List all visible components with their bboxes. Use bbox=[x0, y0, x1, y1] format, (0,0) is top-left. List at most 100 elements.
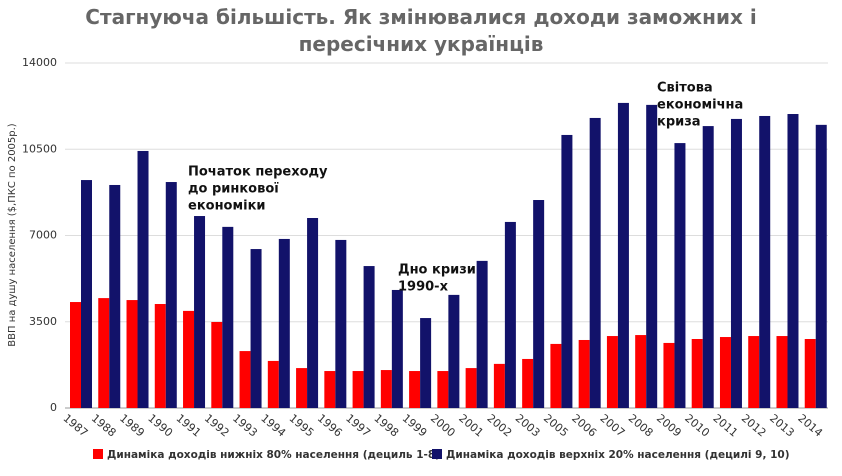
bar bbox=[691, 339, 703, 408]
bar bbox=[278, 238, 290, 408]
bar bbox=[730, 118, 742, 409]
bar bbox=[380, 370, 392, 408]
bar bbox=[550, 343, 562, 408]
x-tick-label: 2007 bbox=[597, 412, 627, 440]
x-tick-label: 2005 bbox=[541, 412, 571, 440]
bar bbox=[324, 371, 336, 408]
x-tick-label: 1999 bbox=[400, 412, 430, 440]
x-tick-label: 1987 bbox=[61, 412, 91, 440]
y-tick-label: 3500 bbox=[29, 315, 57, 328]
y-tick-label: 0 bbox=[50, 401, 57, 414]
x-tick-label: 2006 bbox=[569, 412, 599, 440]
x-tick-label: 1988 bbox=[89, 412, 119, 440]
bar bbox=[702, 126, 714, 408]
annotation: до ринкової bbox=[188, 182, 279, 197]
x-tick-label: 1996 bbox=[315, 412, 345, 440]
bar bbox=[391, 289, 403, 408]
bar bbox=[578, 339, 590, 408]
bar bbox=[561, 134, 573, 408]
bar bbox=[606, 336, 618, 408]
bar bbox=[194, 216, 206, 408]
bar bbox=[70, 302, 81, 408]
x-tick-label: 1991 bbox=[174, 412, 204, 440]
x-tick-label: 1995 bbox=[287, 412, 317, 440]
x-tick-label: 2002 bbox=[484, 412, 514, 440]
bar bbox=[748, 336, 760, 408]
bar bbox=[420, 318, 432, 408]
bar bbox=[533, 200, 545, 408]
bar bbox=[267, 360, 279, 408]
bar bbox=[352, 371, 364, 408]
bar bbox=[448, 294, 460, 408]
bar bbox=[617, 102, 629, 409]
bar bbox=[504, 221, 516, 408]
bar bbox=[109, 184, 121, 408]
x-tick-label: 1990 bbox=[145, 412, 175, 440]
x-tick-label: 2001 bbox=[456, 412, 486, 440]
bar bbox=[98, 298, 110, 408]
x-tick-label: 1998 bbox=[371, 412, 401, 440]
annotation: 1990-х bbox=[398, 280, 449, 295]
x-tick-label: 2010 bbox=[682, 412, 712, 440]
y-tick-label: 14000 bbox=[22, 56, 57, 69]
annotation: Світова bbox=[657, 81, 713, 96]
annotation: економічна bbox=[657, 98, 743, 113]
bar bbox=[222, 226, 234, 408]
bar bbox=[363, 266, 375, 408]
bar bbox=[663, 342, 675, 408]
x-tick-label: 1992 bbox=[202, 412, 232, 440]
bar bbox=[476, 260, 488, 408]
bar bbox=[646, 104, 658, 409]
x-tick-label: 2008 bbox=[626, 412, 656, 440]
bar bbox=[250, 249, 262, 408]
x-tick-label: 1994 bbox=[258, 412, 288, 440]
y-tick-label: 7000 bbox=[29, 229, 57, 242]
annotation: Початок переходу bbox=[188, 165, 328, 180]
bar bbox=[493, 363, 505, 408]
bar bbox=[307, 218, 319, 408]
bar bbox=[183, 310, 195, 408]
bar bbox=[719, 337, 731, 408]
bar bbox=[804, 339, 816, 408]
chart-title: Стагнуюча більшість. Як змінювалися дохо… bbox=[85, 5, 757, 56]
x-tick-label: 2014 bbox=[795, 412, 825, 440]
bar bbox=[522, 358, 534, 408]
legend-label: Динаміка доходів нижніх 80% населення (д… bbox=[107, 449, 440, 461]
annotation: економіки bbox=[188, 199, 266, 214]
bar bbox=[465, 368, 477, 408]
bar bbox=[787, 114, 799, 408]
legend-swatch bbox=[432, 449, 442, 459]
x-tick-label: 1993 bbox=[230, 412, 260, 440]
x-tick-label: 1997 bbox=[343, 412, 373, 440]
x-tick-label: 2012 bbox=[739, 412, 769, 440]
y-axis-label: ВВП на душу населення ($,ПКС по 2005р.) bbox=[7, 123, 18, 347]
x-tick-label: 2013 bbox=[767, 412, 797, 440]
x-tick-label: 2003 bbox=[513, 412, 543, 440]
annotation: криза bbox=[657, 115, 701, 130]
bar bbox=[239, 351, 251, 408]
y-tick-label: 10500 bbox=[22, 142, 57, 155]
x-tick-label: 2011 bbox=[711, 412, 741, 440]
bar bbox=[81, 180, 92, 408]
bar bbox=[815, 124, 827, 408]
bar bbox=[589, 117, 601, 408]
bar bbox=[296, 368, 308, 408]
bar bbox=[211, 321, 223, 408]
bar bbox=[409, 371, 421, 408]
bar bbox=[165, 182, 177, 408]
bar bbox=[674, 143, 686, 408]
bar bbox=[635, 335, 647, 408]
x-tick-label: 2000 bbox=[428, 412, 458, 440]
legend-label: Динаміка доходів верхніх 20% населення (… bbox=[446, 449, 790, 461]
legend-swatch bbox=[93, 449, 103, 459]
x-tick-label: 2009 bbox=[654, 412, 684, 440]
x-tick-label: 1989 bbox=[117, 412, 147, 440]
bar bbox=[776, 336, 788, 408]
bar bbox=[437, 371, 449, 408]
bar bbox=[759, 115, 771, 408]
bar bbox=[137, 150, 149, 408]
bar bbox=[335, 239, 347, 408]
bar bbox=[154, 304, 166, 408]
